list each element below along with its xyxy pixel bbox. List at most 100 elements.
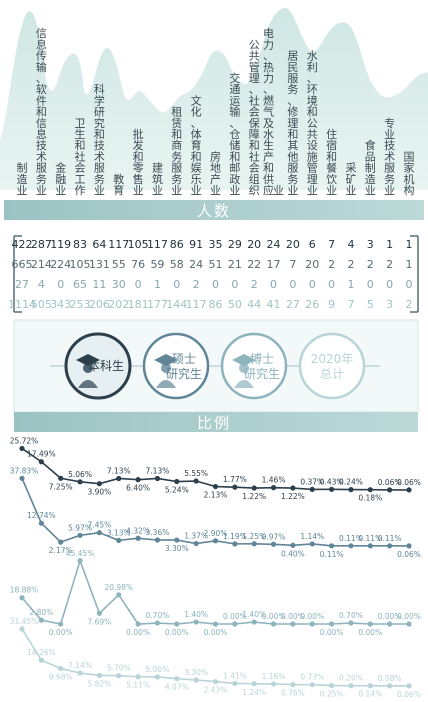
ratio-label: 0.43%: [320, 477, 344, 486]
person-body-icon: [78, 380, 98, 388]
ratio-point: [251, 681, 257, 687]
ratio-label: 0.06%: [397, 478, 421, 487]
person-body-icon: [234, 380, 254, 388]
ratio-label: 3.13%: [107, 528, 131, 537]
ratio-label: 4.07%: [165, 683, 189, 692]
person-head-icon: [239, 363, 249, 373]
count-cell: 0: [328, 278, 335, 291]
count-cell: 1114: [8, 298, 36, 311]
ratio-point: [174, 676, 180, 682]
ratio-label: 3.30%: [165, 544, 189, 553]
count-cell: 144: [166, 298, 187, 311]
ratio-point: [58, 621, 64, 627]
ratio-label: 0.00%: [126, 628, 150, 637]
ratio-label: 0.00%: [397, 612, 421, 621]
ratio-point: [135, 535, 141, 541]
ratio-label: 0.00%: [262, 612, 286, 621]
legend-circle: [64, 332, 132, 400]
industry-label: 科学研究和技术服务业: [94, 82, 105, 197]
ratio-label: 5.97%: [68, 523, 92, 532]
ratio-point: [329, 621, 335, 627]
ratio-label: 0.00%: [378, 612, 402, 621]
ratio-label: 2.13%: [204, 491, 228, 500]
ratio-point: [329, 682, 335, 689]
ratio-point: [58, 665, 64, 672]
count-cell: 51: [209, 258, 223, 271]
count-cell: 4: [38, 278, 45, 291]
ratio-point: [270, 485, 277, 491]
ratio-label: 1.46%: [262, 476, 286, 485]
ratio-point: [212, 538, 219, 544]
count-cell: 27: [15, 278, 29, 291]
industry-label: 文化、体育和娱乐业: [191, 93, 202, 197]
count-cell: 24: [267, 238, 281, 251]
ratio-point: [174, 537, 180, 543]
count-cell: 1: [347, 278, 354, 291]
count-cell: 58: [170, 258, 184, 271]
legend: 本科生 硕士研究生 博士研究生 2020年总计: [64, 332, 366, 400]
ratio-point: [406, 621, 412, 627]
industry-labels: 制造业信息传输、软件和信息技术服务业金融业卫生和社会工作科学研究和技术服务业教育…: [17, 27, 415, 197]
ratio-label: 0.40%: [281, 549, 305, 558]
count-cell: 5: [367, 298, 374, 311]
count-table-bracket: [13, 235, 419, 313]
ratio-point: [38, 459, 44, 465]
ratio-point: [58, 475, 64, 481]
ratio-point: [77, 558, 83, 564]
ratio-label: 0.11%: [339, 534, 363, 543]
count-cell: 35: [209, 238, 223, 251]
ratio-point: [290, 621, 296, 627]
legend-item: 博士研究生: [220, 332, 288, 400]
count-cell: 44: [247, 298, 261, 311]
count-cell: 86: [170, 238, 184, 251]
ratio-point: [290, 682, 296, 688]
ratio-point: [77, 479, 83, 485]
ratio-point: [116, 592, 122, 598]
ratio-label: 0.20%: [339, 674, 363, 683]
ratio-label: 37.83%: [10, 466, 39, 475]
count-cell: 7: [328, 238, 335, 251]
ratio-point: [174, 478, 180, 485]
ratio-point: [348, 683, 354, 689]
count-cell: 119: [50, 238, 71, 251]
person-head-icon: [161, 363, 171, 373]
count-cell: 253: [70, 298, 91, 311]
ratio-label: 0.00%: [165, 628, 189, 637]
ratio-label: 3.30%: [184, 668, 208, 677]
ratio-point: [96, 610, 102, 616]
ratio-label: 5.06%: [68, 470, 92, 479]
ratio-label: 0.24%: [339, 478, 363, 487]
count-cell: 0: [173, 278, 180, 291]
ratio-point: [309, 621, 315, 627]
count-cell: 4: [347, 238, 354, 251]
count-cell: 22: [247, 258, 261, 271]
ratio-point: [251, 485, 257, 491]
ratio-label: 7.69%: [87, 617, 111, 626]
ratio-series: 25.72% 17.49% 7.25% 5.06% 3.90% 7.13% 6.40% 7.1…: [10, 436, 421, 502]
ratio-point: [154, 475, 161, 482]
ratio-point: [193, 619, 199, 625]
ratio-label: 1.22%: [281, 492, 305, 501]
ratio-point: [270, 621, 277, 627]
ratio-point: [367, 487, 373, 493]
industry-label: 水利、环境和公共设施管理业: [307, 50, 318, 197]
count-title-band: [4, 200, 424, 220]
ratio-point: [348, 487, 354, 493]
ratio-label: 0.00%: [204, 628, 228, 637]
count-cell: 0: [231, 278, 238, 291]
count-cell: 117: [147, 238, 168, 251]
ratio-label: 3.90%: [87, 488, 111, 497]
count-cell: 0: [270, 278, 277, 291]
ratio-label: 0.00%: [320, 628, 344, 637]
ratio-label: 0.37%: [300, 477, 324, 486]
ratio-point: [251, 541, 257, 547]
ratio-point: [77, 670, 83, 676]
legend-item: 本科生: [64, 332, 132, 400]
industry-label: 电力、热力、燃气及水生产和供应: [263, 27, 274, 197]
ratio-label: 14.26%: [27, 648, 56, 657]
ratio-label: 2.80%: [29, 608, 53, 617]
ratio-point: [135, 621, 141, 627]
ratio-label: 0.11%: [358, 534, 382, 543]
ratio-label: 5.00%: [146, 665, 170, 674]
